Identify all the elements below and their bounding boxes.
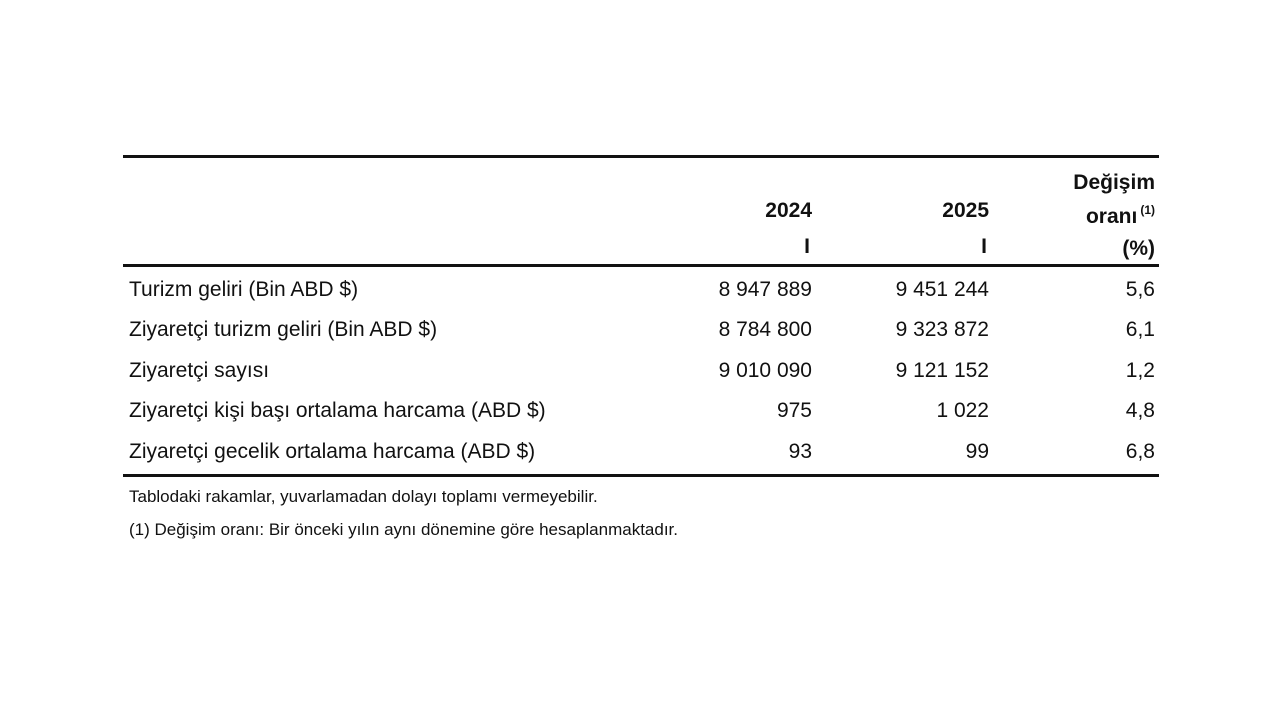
header-period-2025: I <box>981 235 987 258</box>
rounding-note: Tablodaki rakamlar, yuvarlamadan dolayı … <box>129 486 598 506</box>
cell-2024: 8 784 800 <box>718 318 812 342</box>
cell-change: 6,1 <box>1125 318 1155 342</box>
cell-2024: 93 <box>788 439 812 463</box>
header-change-word: oranı <box>1085 205 1138 228</box>
row-label: Turizm geliri (Bin ABD $) <box>129 278 359 301</box>
tourism-table: 2024 I 2025 I Değişim oranı (1) (%) Turiz… <box>123 155 1159 546</box>
header-change-line1: Değişim <box>1073 171 1155 194</box>
cell-change: 4,8 <box>1125 399 1155 423</box>
header-change-footnote-mark: (1) <box>1140 203 1155 217</box>
table-body: Turizm geliri (Bin ABD $) 8 947 889 9 45… <box>123 267 1159 474</box>
table-row: Ziyaretçi kişi başı ortalama harcama (AB… <box>123 391 1159 431</box>
cell-change: 6,8 <box>1125 439 1155 463</box>
header-period-2024: I <box>804 235 810 258</box>
header-change-line2: oranı (1) <box>1086 204 1155 227</box>
cell-2024: 975 <box>776 399 812 423</box>
row-label: Ziyaretçi gecelik ortalama harcama (ABD … <box>129 439 536 463</box>
cell-2025: 99 <box>965 439 989 463</box>
row-label: Ziyaretçi turizm geliri (Bin ABD $) <box>129 318 438 342</box>
table-row: Ziyaretçi turizm geliri (Bin ABD $) 8 78… <box>123 310 1159 350</box>
row-label: Ziyaretçi sayısı <box>129 358 270 382</box>
table-row: Turizm geliri (Bin ABD $) 8 947 889 9 45… <box>123 270 1159 310</box>
cell-2025: 1 022 <box>936 399 989 423</box>
header-change-unit: (%) <box>1122 237 1155 260</box>
cell-2024: 8 947 889 <box>718 278 812 301</box>
table-bottom-rule <box>123 473 1159 477</box>
row-label: Ziyaretçi kişi başı ortalama harcama (AB… <box>129 399 546 423</box>
table-row: Ziyaretçi sayısı 9 010 090 9 121 152 1,2 <box>123 351 1159 391</box>
table-header-rule <box>123 264 1159 267</box>
cell-2025: 9 323 872 <box>895 318 989 342</box>
cell-2024: 9 010 090 <box>718 358 812 382</box>
cell-2025: 9 451 244 <box>895 278 989 301</box>
table-row: Ziyaretçi gecelik ortalama harcama (ABD … <box>123 432 1159 472</box>
cell-2025: 9 121 152 <box>895 358 989 382</box>
table-notes: Tablodaki rakamlar, yuvarlamadan dolayı … <box>123 477 1159 546</box>
cell-change: 5,6 <box>1125 278 1155 301</box>
header-year-2025: 2025 <box>942 199 989 222</box>
table-header: 2024 I 2025 I Değişim oranı (1) (%) <box>123 158 1159 264</box>
footnote-change-rate: (1) Değişim oranı: Bir önceki yılın aynı… <box>129 519 678 539</box>
table-top-rule <box>123 155 1159 158</box>
cell-change: 1,2 <box>1125 358 1155 382</box>
header-year-2024: 2024 <box>765 199 812 222</box>
